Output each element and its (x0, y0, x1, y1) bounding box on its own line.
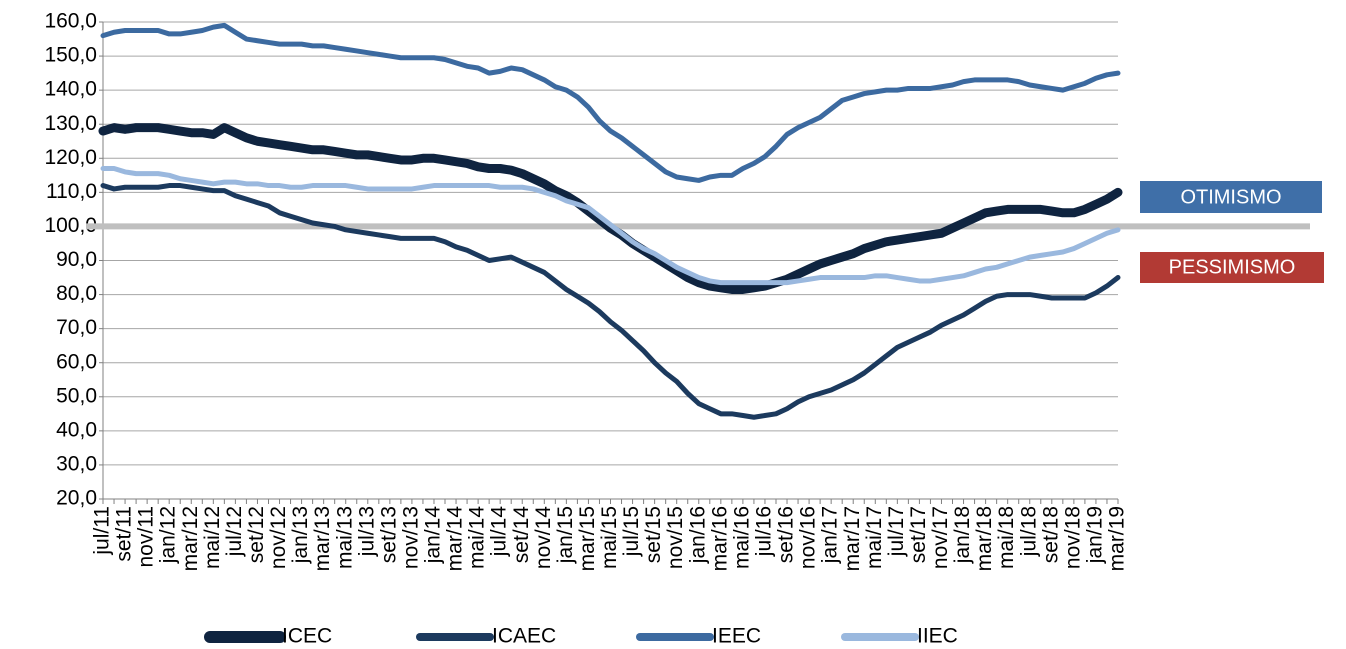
x-tick-label: mai/17 (863, 506, 886, 569)
x-tick-label: jan/18 (951, 506, 974, 564)
x-tick-label: jul/14 (488, 506, 511, 558)
y-tick-label: 140,0 (44, 78, 97, 101)
series-line (100, 183, 1121, 420)
x-tick-label: nov/16 (797, 506, 820, 569)
x-tick-label: jan/19 (1083, 506, 1106, 564)
y-tick-label: 120,0 (44, 146, 97, 169)
x-tick-label: jan/12 (157, 506, 180, 564)
y-tick-label: 80,0 (56, 282, 97, 305)
legend-label: ICAEC (492, 625, 556, 648)
x-tick-label: jan/15 (554, 506, 577, 564)
annotation-box (1140, 181, 1322, 213)
x-tick-label: jan/16 (686, 506, 709, 564)
annotation-optimism: OTIMISMO (1140, 181, 1322, 213)
x-tick-label: nov/17 (929, 506, 952, 569)
y-tick-label: 60,0 (56, 350, 97, 373)
y-tick-label: 30,0 (56, 452, 97, 475)
y-tick-label: 110,0 (46, 180, 97, 203)
x-tick-label: set/12 (245, 506, 268, 563)
x-tick-label: mar/14 (444, 506, 467, 572)
y-tick-label: 20,0 (56, 487, 97, 510)
x-tick-label: nov/13 (399, 506, 422, 569)
series-line (100, 22, 1121, 183)
x-tick-label: mai/13 (333, 506, 356, 569)
x-tick-label: jul/13 (355, 506, 378, 557)
legend-label: ICEC (282, 625, 332, 648)
x-tick-label: jul/18 (1017, 506, 1040, 557)
y-tick-label: 40,0 (56, 418, 97, 441)
x-tick-label: jan/14 (422, 506, 445, 565)
x-tick-label: nov/14 (532, 506, 555, 569)
x-tick-label: set/17 (907, 506, 930, 563)
annotation-pessimism: PESSIMISMO (1140, 252, 1324, 283)
x-tick-label: set/18 (1039, 506, 1062, 563)
x-tick-label: mai/15 (598, 506, 621, 569)
x-tick-label: mar/15 (576, 506, 599, 571)
x-tick-label: nov/15 (664, 506, 687, 569)
x-tick-label: jul/12 (223, 506, 246, 557)
annotation-text: PESSIMISMO (1169, 256, 1296, 278)
x-tick-label: nov/18 (1061, 506, 1084, 569)
x-tick-label: set/14 (510, 506, 533, 564)
annotation-text: OTIMISMO (1180, 186, 1281, 208)
x-tick-label: mar/12 (179, 506, 202, 571)
x-tick-label: mai/16 (730, 506, 753, 569)
x-tick-label: jul/11 (91, 506, 114, 556)
x-tick-label: jul/17 (885, 506, 908, 557)
x-tick-label: mar/19 (1106, 506, 1129, 571)
x-tick-label: mai/12 (201, 506, 224, 569)
y-tick-label: 160,0 (44, 10, 97, 33)
x-tick-label: jul/15 (620, 506, 643, 557)
y-tick-label: 130,0 (44, 112, 97, 135)
y-tick-label: 90,0 (56, 248, 97, 271)
y-tick-label: 150,0 (44, 44, 97, 67)
x-tick-label: nov/12 (267, 506, 290, 569)
x-tick-label: set/11 (113, 506, 136, 562)
series-line (100, 166, 1121, 286)
x-tick-label: jan/17 (819, 506, 842, 564)
x-tick-label: mar/13 (311, 506, 334, 571)
x-tick-label: set/13 (377, 506, 400, 563)
x-tick-label: jan/13 (289, 506, 312, 564)
x-tick-label: jul/16 (753, 506, 776, 557)
legend-label: IIEC (917, 625, 958, 648)
x-tick-label: mar/18 (973, 506, 996, 571)
annotation-box (1140, 252, 1324, 283)
y-tick-label: 70,0 (56, 316, 97, 339)
y-tick-label: 100,0 (44, 214, 97, 237)
y-tick-label: 50,0 (56, 384, 97, 407)
x-tick-label: mar/17 (841, 506, 864, 571)
x-tick-label: mar/16 (708, 506, 731, 571)
x-tick-label: set/15 (642, 506, 665, 563)
x-tick-label: mai/18 (995, 506, 1018, 569)
legend-label: IEEC (712, 625, 761, 648)
x-tick-label: mai/14 (466, 506, 489, 569)
x-tick-label: set/16 (775, 506, 798, 563)
x-tick-label: nov/11 (135, 506, 158, 568)
series-line (98, 123, 1123, 294)
